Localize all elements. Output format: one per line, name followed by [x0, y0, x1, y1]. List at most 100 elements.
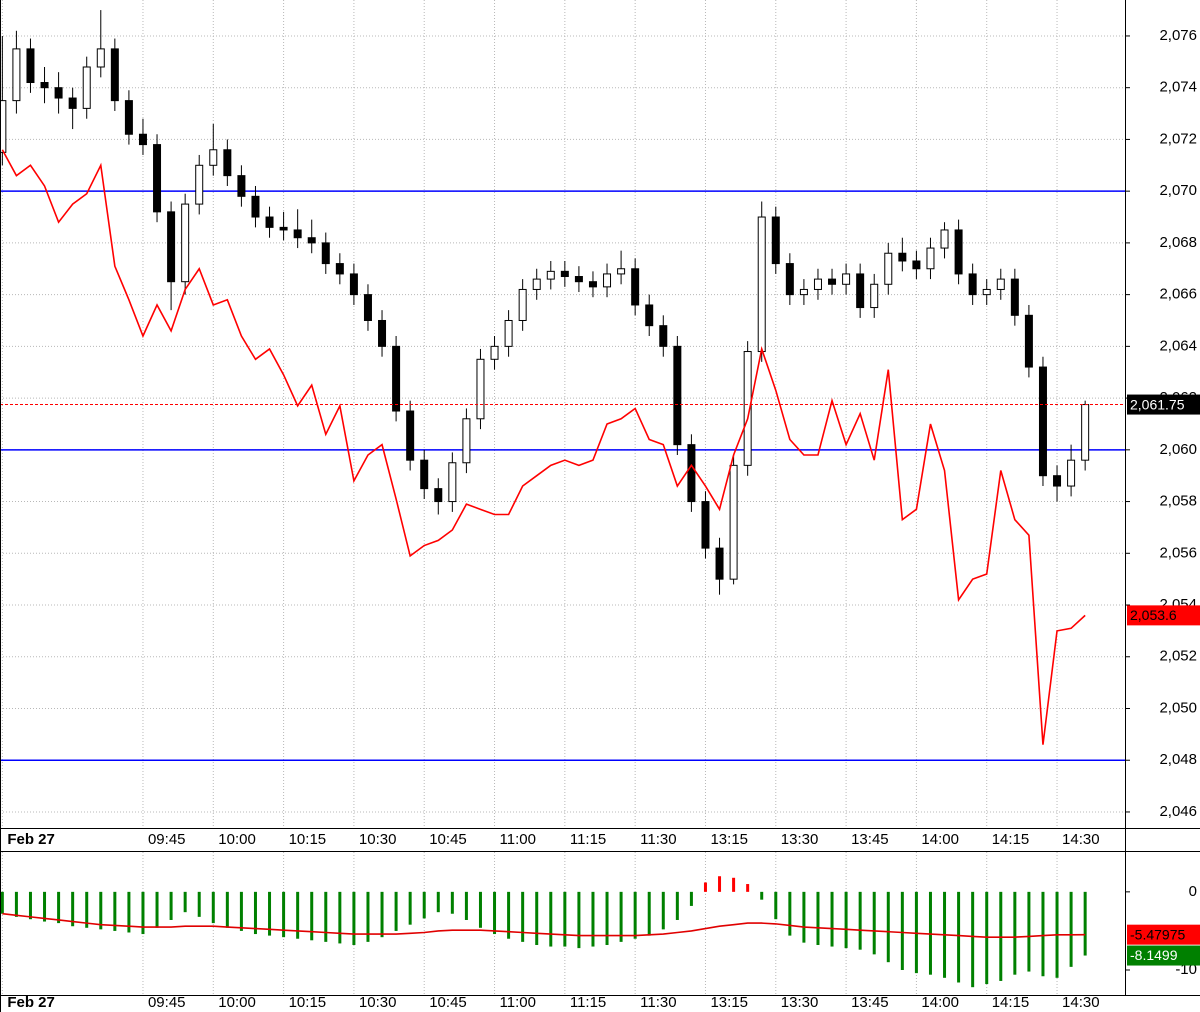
- candle-body: [363, 294, 372, 321]
- histogram-bar: [113, 891, 117, 931]
- x-tick-label: 13:30: [781, 994, 819, 1011]
- histogram-bar: [816, 891, 820, 945]
- candle-body: [223, 149, 232, 177]
- x-tick-label: 09:45: [148, 831, 186, 848]
- y-tick-label: 2,074: [1159, 79, 1197, 96]
- histogram-bar: [169, 891, 173, 920]
- candle-body: [237, 175, 246, 197]
- histogram-bar: [366, 891, 370, 942]
- x-tick-label: 13:15: [710, 994, 748, 1011]
- histogram-bar: [57, 891, 61, 924]
- histogram-bar: [605, 891, 609, 945]
- candle-body: [574, 276, 583, 283]
- histogram-bar: [71, 891, 75, 927]
- candle-body: [813, 278, 822, 290]
- candle-body: [715, 547, 724, 580]
- candle-body: [912, 260, 921, 270]
- y-tick-label: 2,052: [1159, 648, 1197, 665]
- histogram-bar: [1013, 891, 1017, 975]
- candle-body: [954, 229, 963, 275]
- histogram-bar: [872, 891, 876, 955]
- candle-body: [110, 48, 119, 102]
- histogram-bar: [774, 891, 778, 920]
- histogram-bar: [521, 891, 525, 942]
- histogram-bar: [436, 891, 440, 913]
- candle-body: [181, 203, 190, 283]
- candle-body: [138, 133, 147, 146]
- candle-body: [546, 270, 555, 280]
- candle-body: [968, 273, 977, 296]
- histogram-bar: [225, 891, 229, 928]
- histogram-bar: [802, 891, 806, 943]
- histogram-bar: [1041, 891, 1045, 977]
- histogram-bar: [352, 891, 356, 945]
- line-series: [1, 149, 1086, 745]
- mark-layer: [0, 10, 1125, 988]
- histogram-bar: [478, 891, 482, 928]
- histogram-bar: [211, 891, 215, 924]
- candle-body: [462, 418, 471, 464]
- histogram-bar: [718, 876, 722, 892]
- histogram-bar: [310, 891, 314, 941]
- price-tag: [1127, 394, 1200, 415]
- histogram-bar: [1027, 891, 1031, 972]
- candle-body: [251, 195, 260, 218]
- candle-body: [771, 216, 780, 265]
- candle-body: [842, 273, 851, 285]
- histogram-bar: [338, 891, 342, 944]
- histogram-bar: [788, 891, 792, 936]
- x-tick-label: 09:45: [148, 994, 186, 1011]
- x-tick-label: 13:30: [781, 831, 819, 848]
- histogram-bar: [155, 891, 159, 928]
- x-tick-label: 13:45: [851, 994, 889, 1011]
- histogram-bar: [99, 891, 103, 930]
- candle-body: [659, 325, 668, 347]
- histogram-bar: [619, 891, 623, 942]
- histogram-bar: [324, 891, 328, 942]
- x-tick-label: 11:15: [570, 831, 606, 848]
- histogram-bar: [647, 891, 651, 936]
- histogram-bar: [830, 891, 834, 947]
- candle-body: [12, 48, 21, 102]
- price-tag: [1127, 605, 1200, 626]
- y-tick-label: 2,056: [1159, 544, 1197, 561]
- price-tag-label: 2,053.6: [1130, 607, 1177, 623]
- histogram-bar: [535, 891, 539, 945]
- candle-body: [82, 66, 91, 109]
- y-tick-label: 2,046: [1159, 803, 1197, 820]
- histogram-bar: [746, 884, 750, 892]
- histogram-bar: [493, 891, 497, 935]
- histogram-bar: [844, 891, 848, 949]
- histogram-bar: [661, 891, 665, 930]
- candle-body: [293, 229, 302, 239]
- histogram-bar: [633, 891, 637, 939]
- candle-body: [870, 283, 879, 309]
- histogram-bar: [549, 891, 553, 947]
- candle-body: [940, 229, 949, 249]
- candle-body: [1038, 366, 1047, 477]
- x-tick-label: 14:30: [1062, 831, 1100, 848]
- candle-body: [307, 237, 316, 244]
- price-tag-label: -5.47975: [1130, 926, 1185, 942]
- histogram-bar: [760, 891, 764, 900]
- histogram-bar: [1069, 891, 1073, 967]
- candle-body: [124, 100, 133, 135]
- histogram-bar: [183, 891, 187, 913]
- histogram-bar: [282, 891, 286, 938]
- text-layer: Feb 27 09:45 10:00 10:15 10:30 10:45 11:00 11:1…: [7, 27, 1197, 1011]
- y-tick-label: 2,076: [1159, 27, 1197, 44]
- histogram-bar: [507, 891, 511, 939]
- line-series: [2, 912, 1086, 938]
- x-tick-label: Feb 27: [7, 831, 55, 848]
- candle-body: [1010, 278, 1019, 316]
- x-tick-label: 11:00: [500, 831, 536, 848]
- tag-layer: 2,061.75 2,053.6 -5.47975 -8.1499: [1127, 394, 1200, 966]
- x-tick-label: 10:15: [289, 994, 327, 1011]
- x-tick-label: 14:15: [992, 831, 1030, 848]
- histogram-bar: [675, 891, 679, 920]
- price-tag: [1127, 924, 1200, 945]
- histogram-bar: [563, 891, 567, 947]
- candle-body: [96, 48, 105, 68]
- candle-body: [195, 164, 204, 205]
